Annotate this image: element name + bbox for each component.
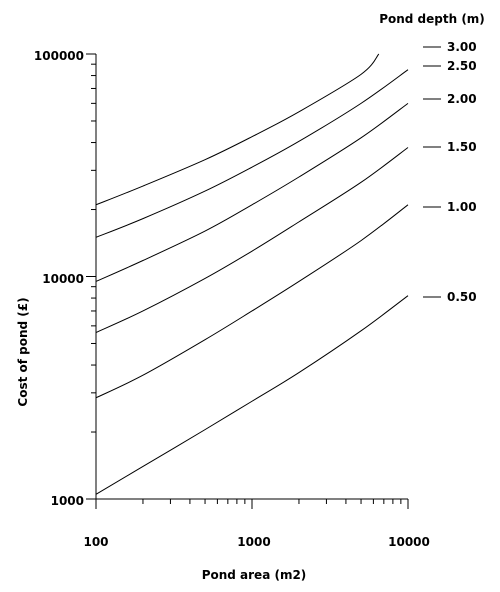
axis-ticks <box>86 53 409 509</box>
y-tick-label-10000: 10000 <box>42 272 84 286</box>
x-tick-label-1000: 1000 <box>237 535 270 549</box>
x-tick-label-10000: 10000 <box>388 535 430 549</box>
series-group <box>95 53 409 495</box>
legend-label-1.00: 1.00 <box>447 200 477 214</box>
legend-label-2.50: 2.50 <box>447 59 477 73</box>
series-line-depth-3.00 <box>95 53 380 206</box>
legend-title: Pond depth (m) <box>379 12 485 26</box>
series-line-depth-1.50 <box>95 147 409 333</box>
y-axis-label: Cost of pond (£) <box>16 297 30 406</box>
series-line-depth-2.50 <box>95 69 409 238</box>
series-line-depth-1.00 <box>95 204 409 399</box>
series-line-depth-2.00 <box>95 102 409 282</box>
legend: 3.00 2.50 2.00 1.50 1.00 0.50 <box>423 40 477 304</box>
y-tick-label-1000: 1000 <box>51 494 84 508</box>
x-tick-label-100: 100 <box>83 535 108 549</box>
series-line-depth-0.50 <box>95 295 409 495</box>
legend-label-2.00: 2.00 <box>447 92 477 106</box>
y-tick-label-100000: 100000 <box>34 49 84 63</box>
legend-label-1.50: 1.50 <box>447 140 477 154</box>
legend-label-3.00: 3.00 <box>447 40 477 54</box>
x-axis-label: Pond area (m2) <box>202 568 307 582</box>
legend-label-0.50: 0.50 <box>447 290 477 304</box>
